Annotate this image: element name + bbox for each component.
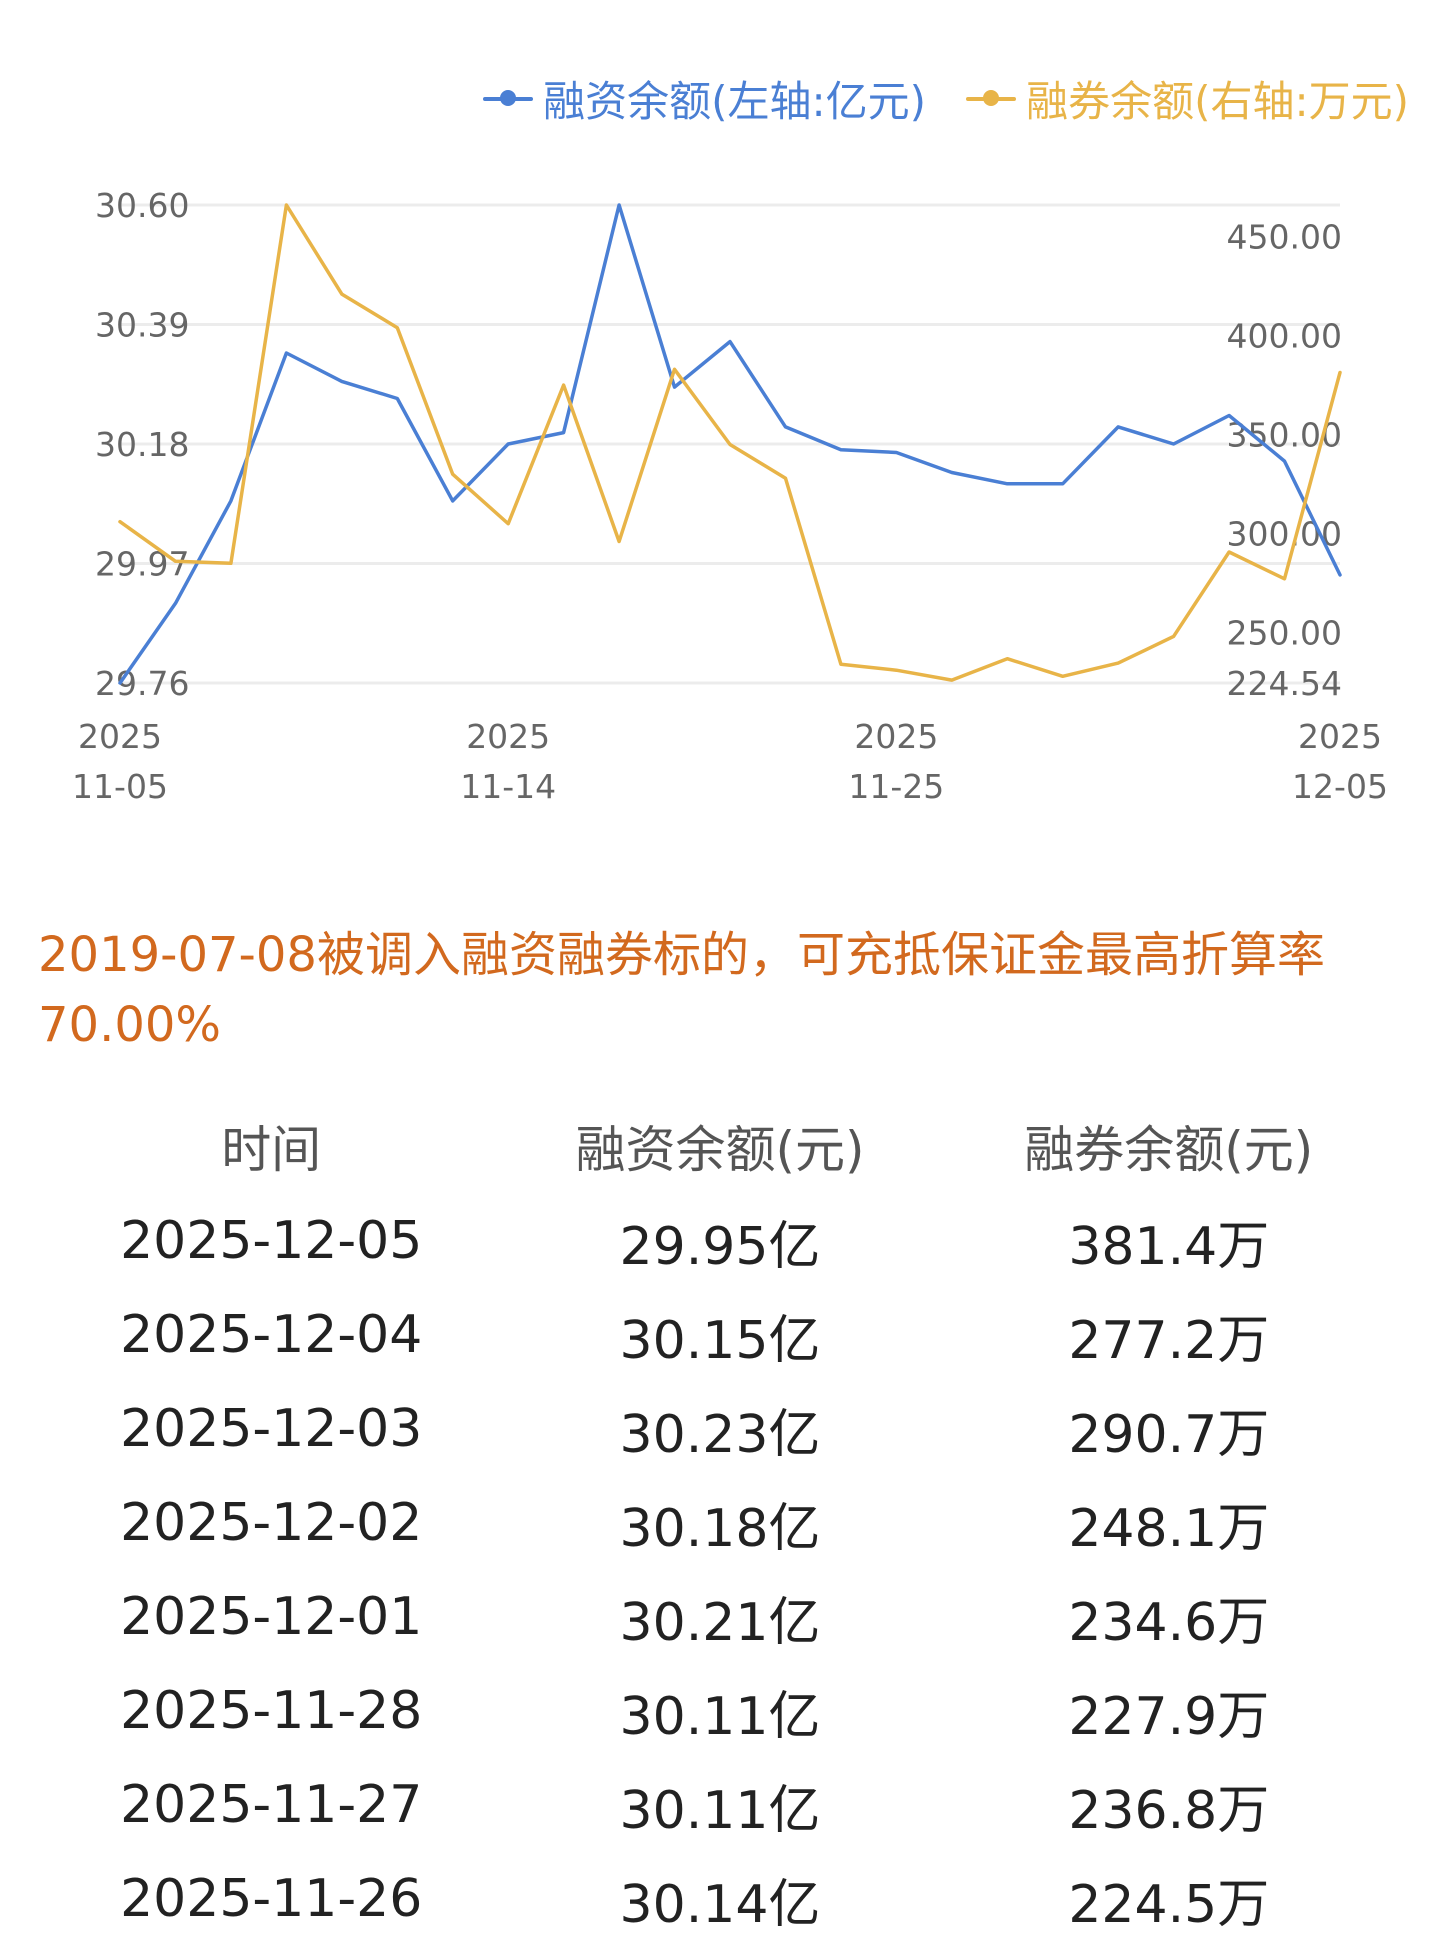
cell-date: 2025-11-26 [120, 1869, 423, 1929]
cell-date: 2025-12-02 [120, 1493, 423, 1553]
cell-securities-lending: 234.6万 [1068, 1592, 1270, 1653]
cell-financing: 30.14亿 [619, 1874, 821, 1935]
y-left-tick-label: 30.39 [95, 306, 189, 345]
cell-securities-lending: 381.4万 [1068, 1216, 1270, 1277]
cell-financing: 30.21亿 [619, 1592, 821, 1653]
legend-marker-securities-lending [966, 89, 1017, 106]
cell-securities-lending: 227.9万 [1068, 1686, 1270, 1747]
table-row[interactable]: 2025-11-26 30.14亿 224.5万 [40, 1852, 1400, 1946]
x-tick-label-year: 2025 [854, 717, 938, 756]
margin-eligibility-note: 2019-07-08被调入融资融券标的，可充抵保证金最高折算率70.00% [38, 927, 1325, 1053]
cell-securities-lending: 290.7万 [1068, 1404, 1270, 1465]
cell-financing: 30.11亿 [619, 1780, 821, 1841]
legend-item-financing[interactable]: 融资余额(左轴:亿元) [483, 68, 926, 129]
cell-financing: 30.18亿 [619, 1498, 821, 1559]
x-tick-label-date: 11-14 [460, 767, 556, 806]
y-left-tick-label: 30.60 [95, 186, 189, 225]
chart-legend: 融资余额(左轴:亿元) 融券余额(右轴:万元) [483, 68, 1409, 129]
legend-label-securities-lending: 融券余额(右轴:万元) [1026, 77, 1409, 126]
cell-date: 2025-11-27 [120, 1775, 423, 1835]
cell-financing: 29.95亿 [619, 1216, 821, 1277]
table-row[interactable]: 2025-11-28 30.11亿 227.9万 [40, 1664, 1400, 1758]
margin-balance-table: 时间 融资余额(元) 融券余额(元) 2025-12-05 29.95亿 381.4… [40, 1098, 1400, 1946]
y-left-tick-label: 30.18 [95, 425, 189, 464]
y-right-tick-label: 224.54 [1227, 664, 1342, 703]
cell-securities-lending: 277.2万 [1068, 1310, 1270, 1371]
y-right-tick-label: 300.00 [1227, 515, 1342, 554]
cell-securities-lending: 248.1万 [1068, 1498, 1270, 1559]
y-right-tick-label: 450.00 [1227, 218, 1342, 257]
header-securities-lending-balance: 融券余额(元) [1024, 1121, 1314, 1179]
header-financing-balance: 融资余额(元) [575, 1121, 865, 1179]
cell-financing: 30.23亿 [619, 1404, 821, 1465]
table-header-row: 时间 融资余额(元) 融券余额(元) [40, 1098, 1400, 1194]
x-tick-label-year: 2025 [466, 717, 550, 756]
table-row[interactable]: 2025-12-03 30.23亿 290.7万 [40, 1382, 1400, 1476]
y-right-tick-label: 250.00 [1227, 614, 1342, 653]
legend-label-financing: 融资余额(左轴:亿元) [543, 77, 927, 126]
x-tick-label-date: 11-25 [848, 767, 944, 806]
cell-date: 2025-12-01 [120, 1587, 423, 1647]
cell-date: 2025-12-04 [120, 1305, 423, 1365]
cell-financing: 30.15亿 [619, 1310, 821, 1371]
legend-marker-financing [483, 89, 534, 106]
legend-item-securities-lending[interactable]: 融券余额(右轴:万元) [966, 68, 1409, 129]
cell-date: 2025-12-03 [120, 1399, 423, 1459]
table-row[interactable]: 2025-12-01 30.21亿 234.6万 [40, 1570, 1400, 1664]
margin-chart: 30.60 30.39 30.18 29.97 29.76 450.00 400.00 350… [0, 0, 1439, 830]
cell-securities-lending: 236.8万 [1068, 1780, 1270, 1841]
y-left-tick-label: 29.97 [95, 545, 189, 584]
y-right-tick-label: 400.00 [1227, 317, 1342, 356]
table-row[interactable]: 2025-12-05 29.95亿 381.4万 [40, 1194, 1400, 1288]
table-row[interactable]: 2025-12-02 30.18亿 248.1万 [40, 1476, 1400, 1570]
x-tick-label-year: 2025 [1298, 717, 1382, 756]
cell-date: 2025-12-05 [120, 1211, 423, 1271]
y-left-tick-label: 29.76 [95, 664, 189, 703]
x-tick-label-year: 2025 [78, 717, 162, 756]
x-tick-label-date: 12-05 [1292, 767, 1388, 806]
cell-financing: 30.11亿 [619, 1686, 821, 1747]
series-line-financing [118, 203, 1342, 685]
cell-securities-lending: 224.5万 [1068, 1874, 1270, 1935]
header-date: 时间 [221, 1121, 322, 1179]
table-row[interactable]: 2025-11-27 30.11亿 236.8万 [40, 1758, 1400, 1852]
cell-date: 2025-11-28 [120, 1681, 423, 1741]
series-line-securities-lending [118, 203, 1342, 682]
chart-canvas: 30.6030.3930.1829.9729.76450.00400.00350… [72, 186, 1388, 806]
table-row[interactable]: 2025-12-04 30.15亿 277.2万 [40, 1288, 1400, 1382]
x-tick-label-date: 11-05 [72, 767, 168, 806]
